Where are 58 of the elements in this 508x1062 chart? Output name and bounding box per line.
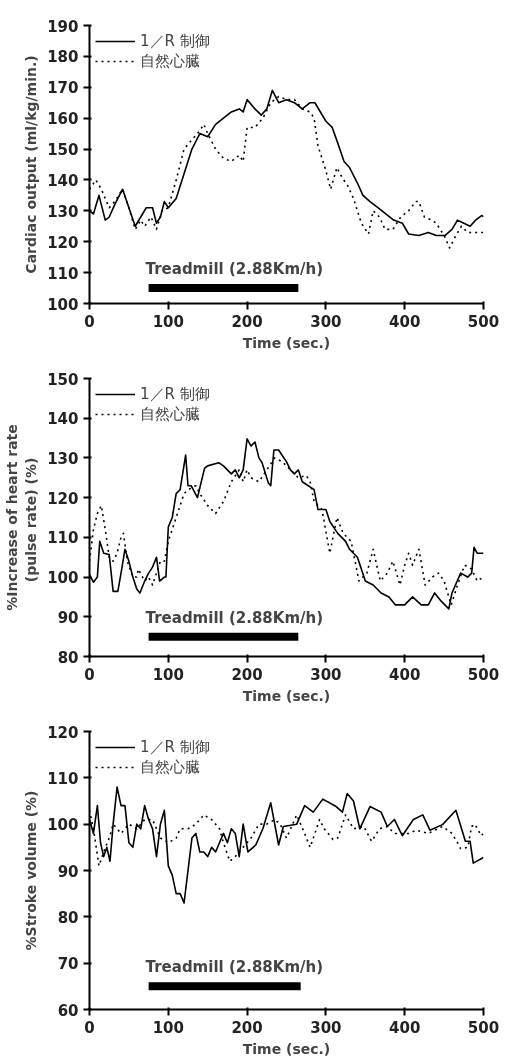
legend-label: 1／R 制御 (140, 31, 210, 51)
y-tick-label: 160 (47, 110, 79, 129)
y-tick-label: 90 (57, 608, 79, 627)
x-tick-label: 400 (389, 1018, 421, 1037)
legend-label: 自然心臓 (140, 51, 200, 71)
y-tick-label: 110 (47, 529, 79, 548)
annotation: Treadmill (2.88Km/h) (145, 608, 324, 627)
y-tick-label: 130 (47, 202, 79, 221)
x-axis-title: Time (sec.) (242, 1040, 331, 1057)
annotation: Treadmill (2.88Km/h) (145, 958, 324, 977)
x-tick-label: 300 (310, 665, 342, 684)
y-tick-label: 150 (47, 141, 79, 160)
y-tick-label: 100 (47, 569, 79, 588)
legend-label: 1／R 制御 (140, 384, 210, 404)
x-tick-label: 300 (310, 1018, 342, 1037)
x-tick-label: 100 (152, 665, 184, 684)
x-tick-label: 100 (152, 312, 184, 331)
y-tick-label: 120 (47, 233, 79, 252)
y-tick-label: 180 (47, 48, 79, 67)
x-tick-label: 300 (310, 312, 342, 331)
x-tick-label: 500 (467, 1018, 500, 1037)
legend-label: 自然心臓 (140, 404, 200, 424)
y-tick-label: 100 (47, 816, 79, 835)
y-tick-label: 120 (47, 489, 79, 508)
legend-label: 1／R 制御 (140, 737, 210, 757)
y-tick-label: 80 (57, 908, 79, 927)
y-axis-title: %Increase of heart rate (pulse rate) (%) (3, 424, 40, 611)
y-tick-label: 110 (47, 769, 79, 788)
x-tick-label: 0 (84, 1018, 95, 1037)
x-tick-label: 0 (84, 665, 95, 684)
y-tick-label: 150 (47, 370, 79, 389)
x-tick-label: 200 (231, 1018, 263, 1037)
y-tick-label: 170 (47, 79, 79, 98)
legend-label: 自然心臓 (140, 757, 200, 777)
x-tick-label: 200 (231, 312, 263, 331)
y-tick-label: 60 (57, 1001, 79, 1020)
x-tick-label: 0 (84, 312, 95, 331)
y-axis-title: %Stroke volume (%) (23, 790, 40, 951)
y-tick-label: 80 (57, 648, 79, 667)
y-tick-label: 190 (47, 17, 79, 36)
y-tick-label: 140 (47, 171, 79, 190)
y-tick-label: 130 (47, 449, 79, 468)
x-tick-label: 200 (231, 665, 263, 684)
y-tick-label: 90 (57, 862, 79, 881)
x-tick-label: 100 (152, 1018, 184, 1037)
y-tick-label: 120 (47, 723, 79, 742)
x-tick-label: 400 (389, 312, 421, 331)
x-tick-label: 500 (467, 665, 500, 684)
y-axis-title: Cardiac output (ml/kg/min.) (23, 55, 40, 274)
y-tick-label: 110 (47, 264, 79, 283)
x-axis-title: Time (sec.) (242, 687, 331, 704)
x-tick-label: 500 (467, 312, 500, 331)
y-tick-label: 100 (47, 295, 79, 314)
y-tick-label: 140 (47, 410, 79, 429)
annotation: Treadmill (2.88Km/h) (145, 260, 324, 279)
y-tick-label: 70 (57, 955, 79, 974)
x-axis-title: Time (sec.) (242, 334, 331, 351)
x-tick-label: 400 (389, 665, 421, 684)
